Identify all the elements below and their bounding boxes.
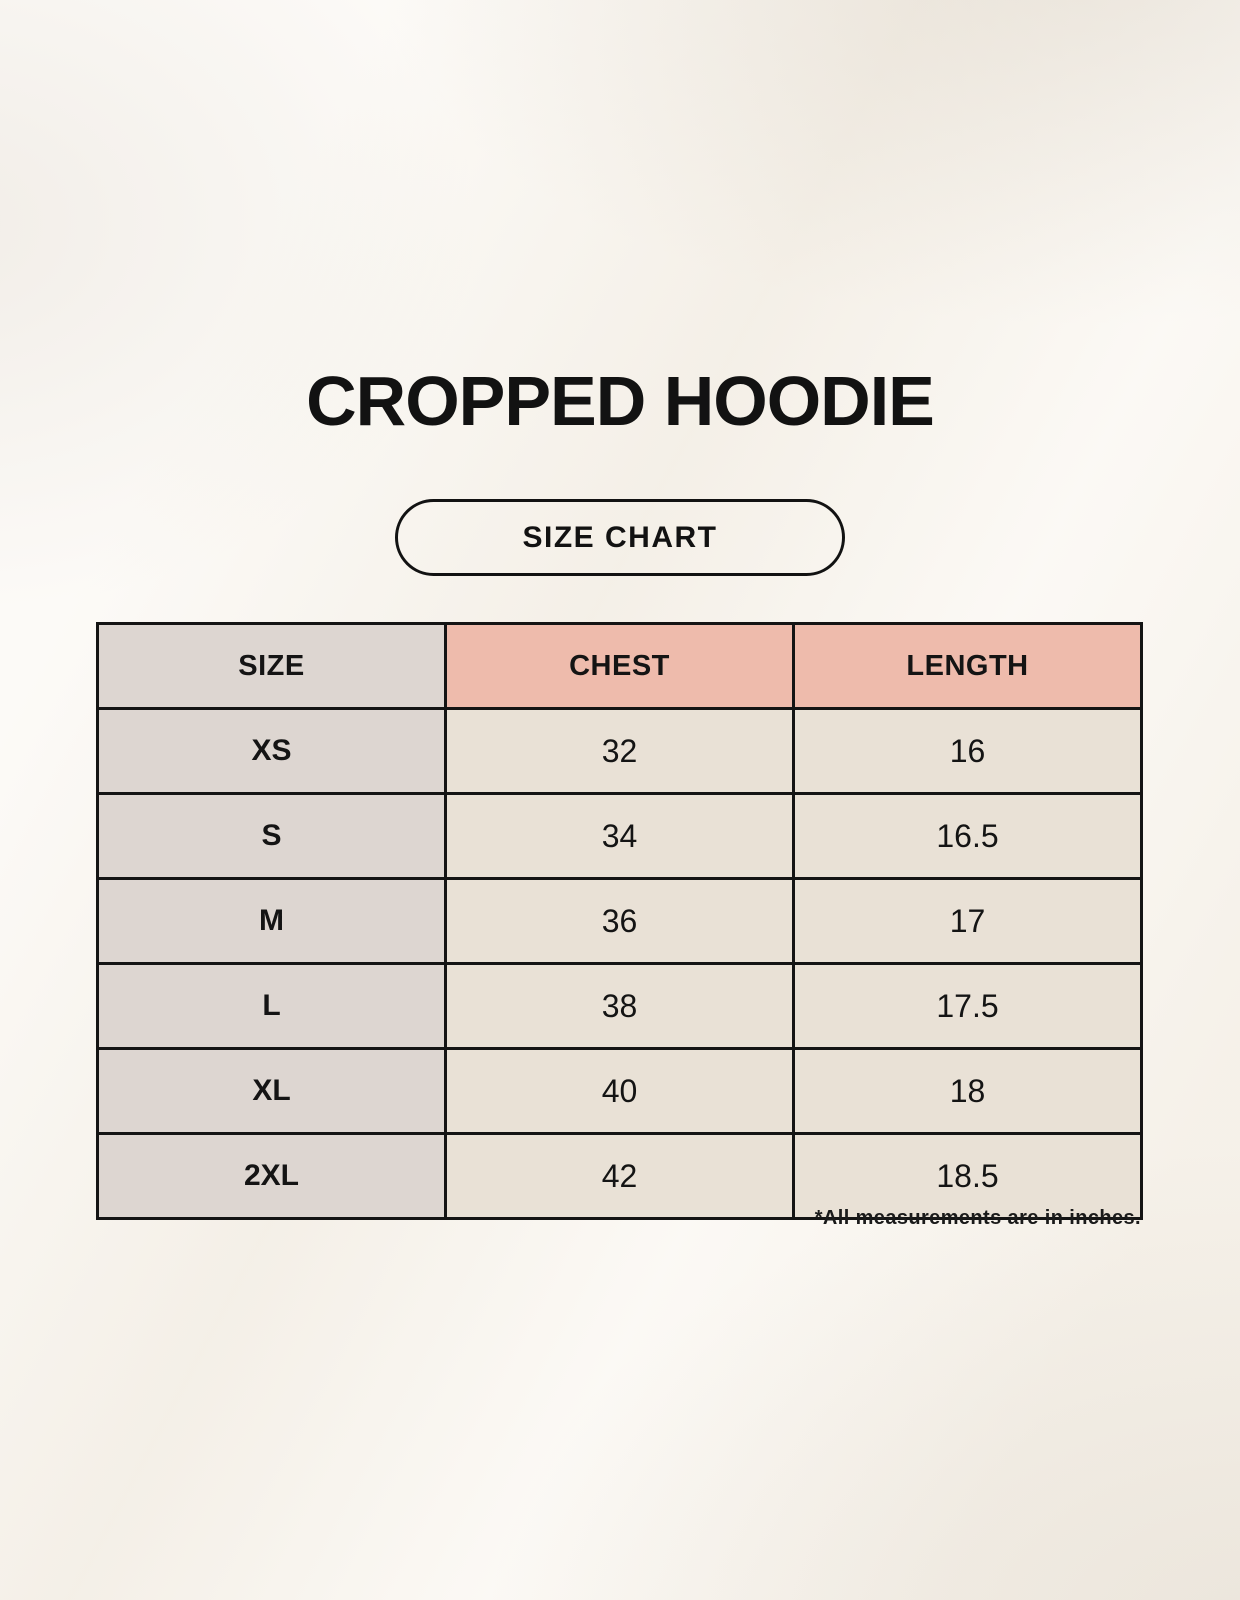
- length-cell: 17.5: [792, 962, 1143, 1050]
- size-cell: XS: [96, 707, 447, 795]
- length-cell: 16: [792, 707, 1143, 795]
- length-cell: 18: [792, 1047, 1143, 1135]
- size-chart-button[interactable]: SIZE CHART: [395, 499, 845, 576]
- chest-cell: 34: [444, 792, 795, 880]
- length-cell: 18.5: [792, 1132, 1143, 1220]
- size-cell: L: [96, 962, 447, 1050]
- column-header-chest: CHEST: [444, 622, 795, 710]
- table-row-2xl: 2XL 42 18.5: [96, 1132, 1143, 1220]
- chest-cell: 38: [444, 962, 795, 1050]
- chest-cell: 36: [444, 877, 795, 965]
- page-title: CROPPED HOODIE: [306, 362, 935, 440]
- header-row: SIZE CHEST LENGTH: [96, 622, 1143, 710]
- column-header-size: SIZE: [96, 622, 447, 710]
- column-header-length: LENGTH: [792, 622, 1143, 710]
- table-row-xs: XS 32 16: [96, 707, 1143, 795]
- size-chart-button-label: SIZE CHART: [522, 520, 718, 554]
- measurements-note: *All measurements are in inches.: [814, 1207, 1141, 1229]
- size-cell: XL: [96, 1047, 447, 1135]
- table-row-l: L 38 17.5: [96, 962, 1143, 1050]
- size-cell: M: [96, 877, 447, 965]
- chest-cell: 40: [444, 1047, 795, 1135]
- table-row-m: M 36 17: [96, 877, 1143, 965]
- size-cell: 2XL: [96, 1132, 447, 1220]
- length-cell: 16.5: [792, 792, 1143, 880]
- size-table-body: XS 32 16 S 34 16.5 M 36 17 L 38 17.5 XL: [96, 707, 1143, 1220]
- table-row-xl: XL 40 18: [96, 1047, 1143, 1135]
- chest-cell: 32: [444, 707, 795, 795]
- size-table-header: SIZE CHEST LENGTH: [96, 622, 1143, 710]
- length-cell: 17: [792, 877, 1143, 965]
- chest-cell: 42: [444, 1132, 795, 1220]
- table-row-s: S 34 16.5: [96, 792, 1143, 880]
- size-table: SIZE CHEST LENGTH XS 32 16 S 34 16.5 M 3…: [96, 622, 1143, 1220]
- size-cell: S: [96, 792, 447, 880]
